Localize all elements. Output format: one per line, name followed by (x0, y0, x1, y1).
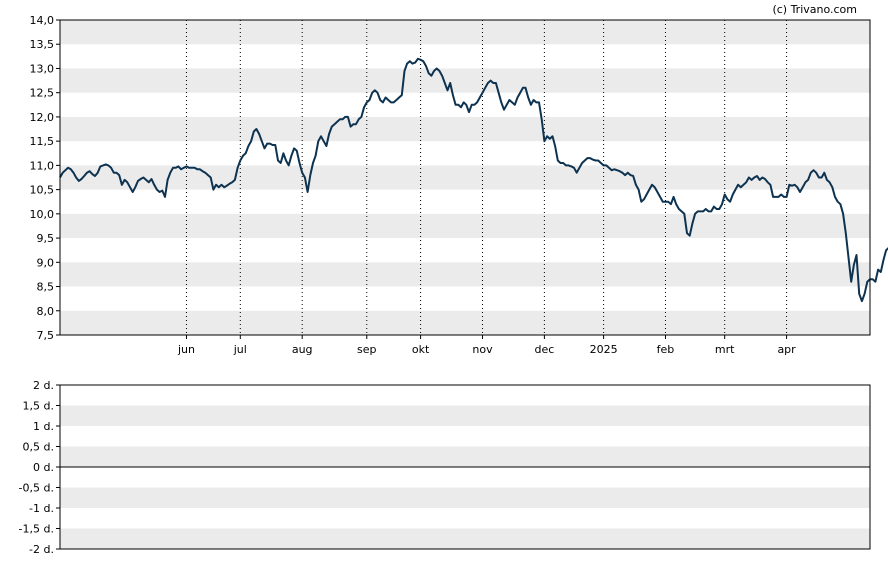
y-tick-label: 1 d. (33, 420, 54, 433)
price-line (59, 57, 888, 303)
y-tick-label: 8,0 (37, 305, 55, 318)
x-tick-label: mrt (715, 343, 735, 356)
x-tick-label: apr (777, 343, 796, 356)
y-tick-label: 14,0 (30, 14, 55, 27)
y-tick-label: 9,0 (37, 256, 55, 269)
y-tick-label: 8,5 (37, 281, 55, 294)
main-chart-x-axis: jun jul aug sep okt nov dec 2025 feb mrt apr (177, 335, 796, 356)
band (60, 20, 870, 45)
band (60, 487, 870, 508)
y-tick-label: 13,0 (30, 62, 55, 75)
source-credit: (c) Trivano.com (772, 3, 857, 16)
x-tick-label: jun (177, 343, 195, 356)
x-tick-label: okt (412, 343, 430, 356)
y-tick-label: 2 d. (33, 379, 54, 392)
y-tick-label: 11,0 (30, 159, 55, 172)
main-chart-month-gridlines (185, 20, 788, 335)
band (60, 116, 870, 142)
band (60, 165, 870, 190)
x-tick-label: 2025 (590, 343, 618, 356)
y-tick-label: -2 d. (29, 543, 54, 556)
y-tick-label: -1,5 d. (19, 523, 54, 536)
x-tick-label: nov (472, 343, 493, 356)
y-tick-label: 9,5 (37, 232, 55, 245)
y-tick-label: -0,5 d. (19, 482, 54, 495)
x-tick-label: feb (657, 343, 675, 356)
y-tick-label: 12,0 (30, 111, 55, 124)
x-tick-label: jul (233, 343, 247, 356)
band (60, 262, 870, 287)
band (60, 213, 870, 239)
y-tick-label: 10,5 (30, 184, 55, 197)
main-chart-bands (60, 20, 870, 335)
y-tick-label: 13,5 (30, 38, 55, 51)
band (60, 446, 870, 467)
y-tick-label: 0 d. (33, 461, 54, 474)
x-tick-label: sep (357, 343, 376, 356)
sub-chart-frame (59, 384, 871, 550)
sub-chart-y-axis: -2 d. -1,5 d. -1 d. -0,5 d. 0 d. 0,5 d. 1 d. 1,… (19, 379, 60, 556)
sub-chart-bands (60, 405, 870, 549)
x-tick-label: aug (292, 343, 313, 356)
y-tick-label: 0,5 d. (23, 441, 54, 454)
y-tick-label: 1,5 d. (23, 400, 54, 413)
main-chart-frame (59, 19, 871, 336)
y-tick-label: 12,5 (30, 87, 55, 100)
y-tick-label: 10,0 (30, 208, 55, 221)
band (60, 310, 870, 335)
band (60, 528, 870, 549)
y-tick-label: 7,5 (37, 329, 55, 342)
y-tick-label: 11,5 (30, 135, 55, 148)
x-tick-label: dec (534, 343, 554, 356)
band (60, 405, 870, 426)
band (60, 68, 870, 93)
main-chart-y-axis: 7,5 8,0 8,5 9,0 9,5 10,0 10,5 11,0 11,5 12,0 12,5 1… (30, 14, 60, 342)
y-tick-label: -1 d. (29, 502, 54, 515)
